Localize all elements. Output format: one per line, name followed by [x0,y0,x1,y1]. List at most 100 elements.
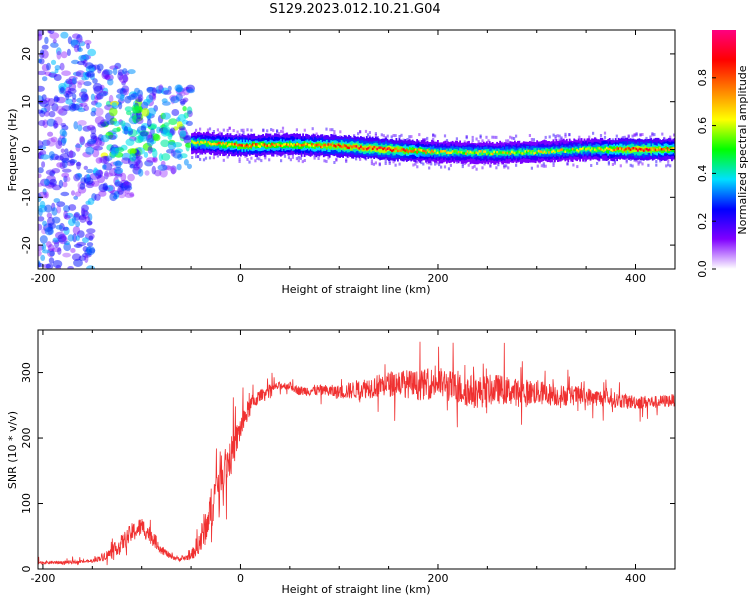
spectrogram-cell [411,146,414,153]
spectrogram-cell [220,143,223,146]
spectrogram-cell [411,150,414,153]
spectrogram-cell [73,195,79,200]
spectrogram-cell [58,179,64,189]
spectrogram-cell [48,257,55,264]
spectrogram-cell [254,143,257,146]
spectrogram-cell [118,74,129,84]
spectrogram-cell [337,143,340,146]
spectrogram-cell [592,147,595,153]
spectrogram-cell [345,159,348,163]
spectrogram-cell [400,146,402,152]
spectrogram-cell [305,142,307,145]
spectrogram-cell [461,162,464,166]
spectrogram-cell [445,140,449,144]
spectrogram-cell [466,150,469,153]
spectrogram-cell [392,149,395,152]
spectrogram-cell [471,135,474,139]
spectrogram-cell [225,142,227,145]
spectrogram-cell [195,141,198,145]
spectrogram-cell [561,148,564,151]
spectrogram-cell [38,70,47,76]
spectrogram-cell [79,214,87,223]
spectrogram-cell [135,147,146,155]
spectrogram-cell [170,96,180,104]
spectrogram-cell [312,144,315,148]
spectrogram-cell [213,142,216,145]
snr-frame [37,329,676,570]
spectrogram-cell [258,157,261,161]
spectrogram-cell [238,144,241,150]
spectrogram-cell [586,147,589,150]
spectrogram-cell [277,143,279,146]
spectrogram-cell [124,193,135,198]
spectrogram-cell [647,163,650,167]
spectrogram-cell [238,157,241,161]
spectrogram-cell [82,237,89,244]
spectrogram-cell [201,141,204,144]
spectrogram-cell [604,148,607,151]
spectrogram-cell [184,142,194,148]
spectrogram-cell [402,138,405,142]
spectrogram-cell [394,147,396,151]
spectrogram-cell [649,135,652,139]
spectrogram-cell [460,151,463,154]
spectrogram-cell [198,143,201,146]
spectrogram-cell [542,164,545,168]
spectrogram-cell [414,148,417,151]
spectrogram-cell [183,159,189,166]
spectrogram-cell [191,156,194,159]
spectrogram-cell [530,138,533,141]
spectrogram-cell [285,143,288,146]
spectrogram-cell [314,143,316,146]
spectrogram-cell [222,143,224,149]
spectrogram-cell [163,90,172,95]
colorbar-tick-label: 0.8 [696,69,709,87]
spectrogram-cell [549,148,552,155]
spectrogram-cell [619,147,621,151]
spectrogram-cell [672,147,675,150]
spectrogram-cell [271,142,273,146]
spectrogram-cell [54,155,64,161]
spectrogram-cell [124,106,133,112]
spectrogram-cell [539,150,541,153]
spectrogram-cell [380,133,383,137]
spectrogram-cell [335,157,338,161]
y-tick-label: 0 [20,146,33,153]
spectrogram-cell [493,150,496,154]
spectrogram-cell [349,144,352,148]
spectrogram-cell [46,212,53,219]
spectrogram-cell [660,148,663,151]
spectrogram-cell [309,141,312,147]
spectrogram-cell [453,150,456,153]
spectrogram-cell [435,151,438,155]
spectrogram-cell [394,147,396,153]
spectrogram-cell [77,120,87,126]
spectrogram-cell [481,149,484,155]
spectrogram-cell [610,148,613,152]
spectrogram-cell [179,91,186,97]
spectrogram-cell [41,139,51,146]
spectrogram-cell [208,156,212,160]
spectrogram-cell [117,186,124,195]
spectrogram-cell [311,143,313,146]
x-tick-label: 200 [427,572,448,585]
spectrogram-cell [666,147,669,150]
spectrogram-cell [284,142,287,146]
spectrogram-cell [178,126,186,131]
spectrogram-cell [635,147,638,151]
spectrogram-cell [313,154,316,158]
spectrogram-cell [357,146,359,150]
spectrogram-cell [641,148,644,151]
spectrogram-cell [488,152,491,156]
spectrogram-cell [595,149,598,152]
spectrogram-cell [62,181,68,188]
spectrogram-cell [637,145,639,151]
spectrogram-cell [444,149,447,153]
spectrogram-cell [272,143,275,147]
spectrogram-cell [119,94,125,102]
spectrogram-cell [64,148,69,154]
spectrogram-cell [413,149,416,152]
spectrogram-cell [86,72,92,77]
spectrogram-cell [204,140,207,144]
spectrogram-cell [592,131,595,135]
